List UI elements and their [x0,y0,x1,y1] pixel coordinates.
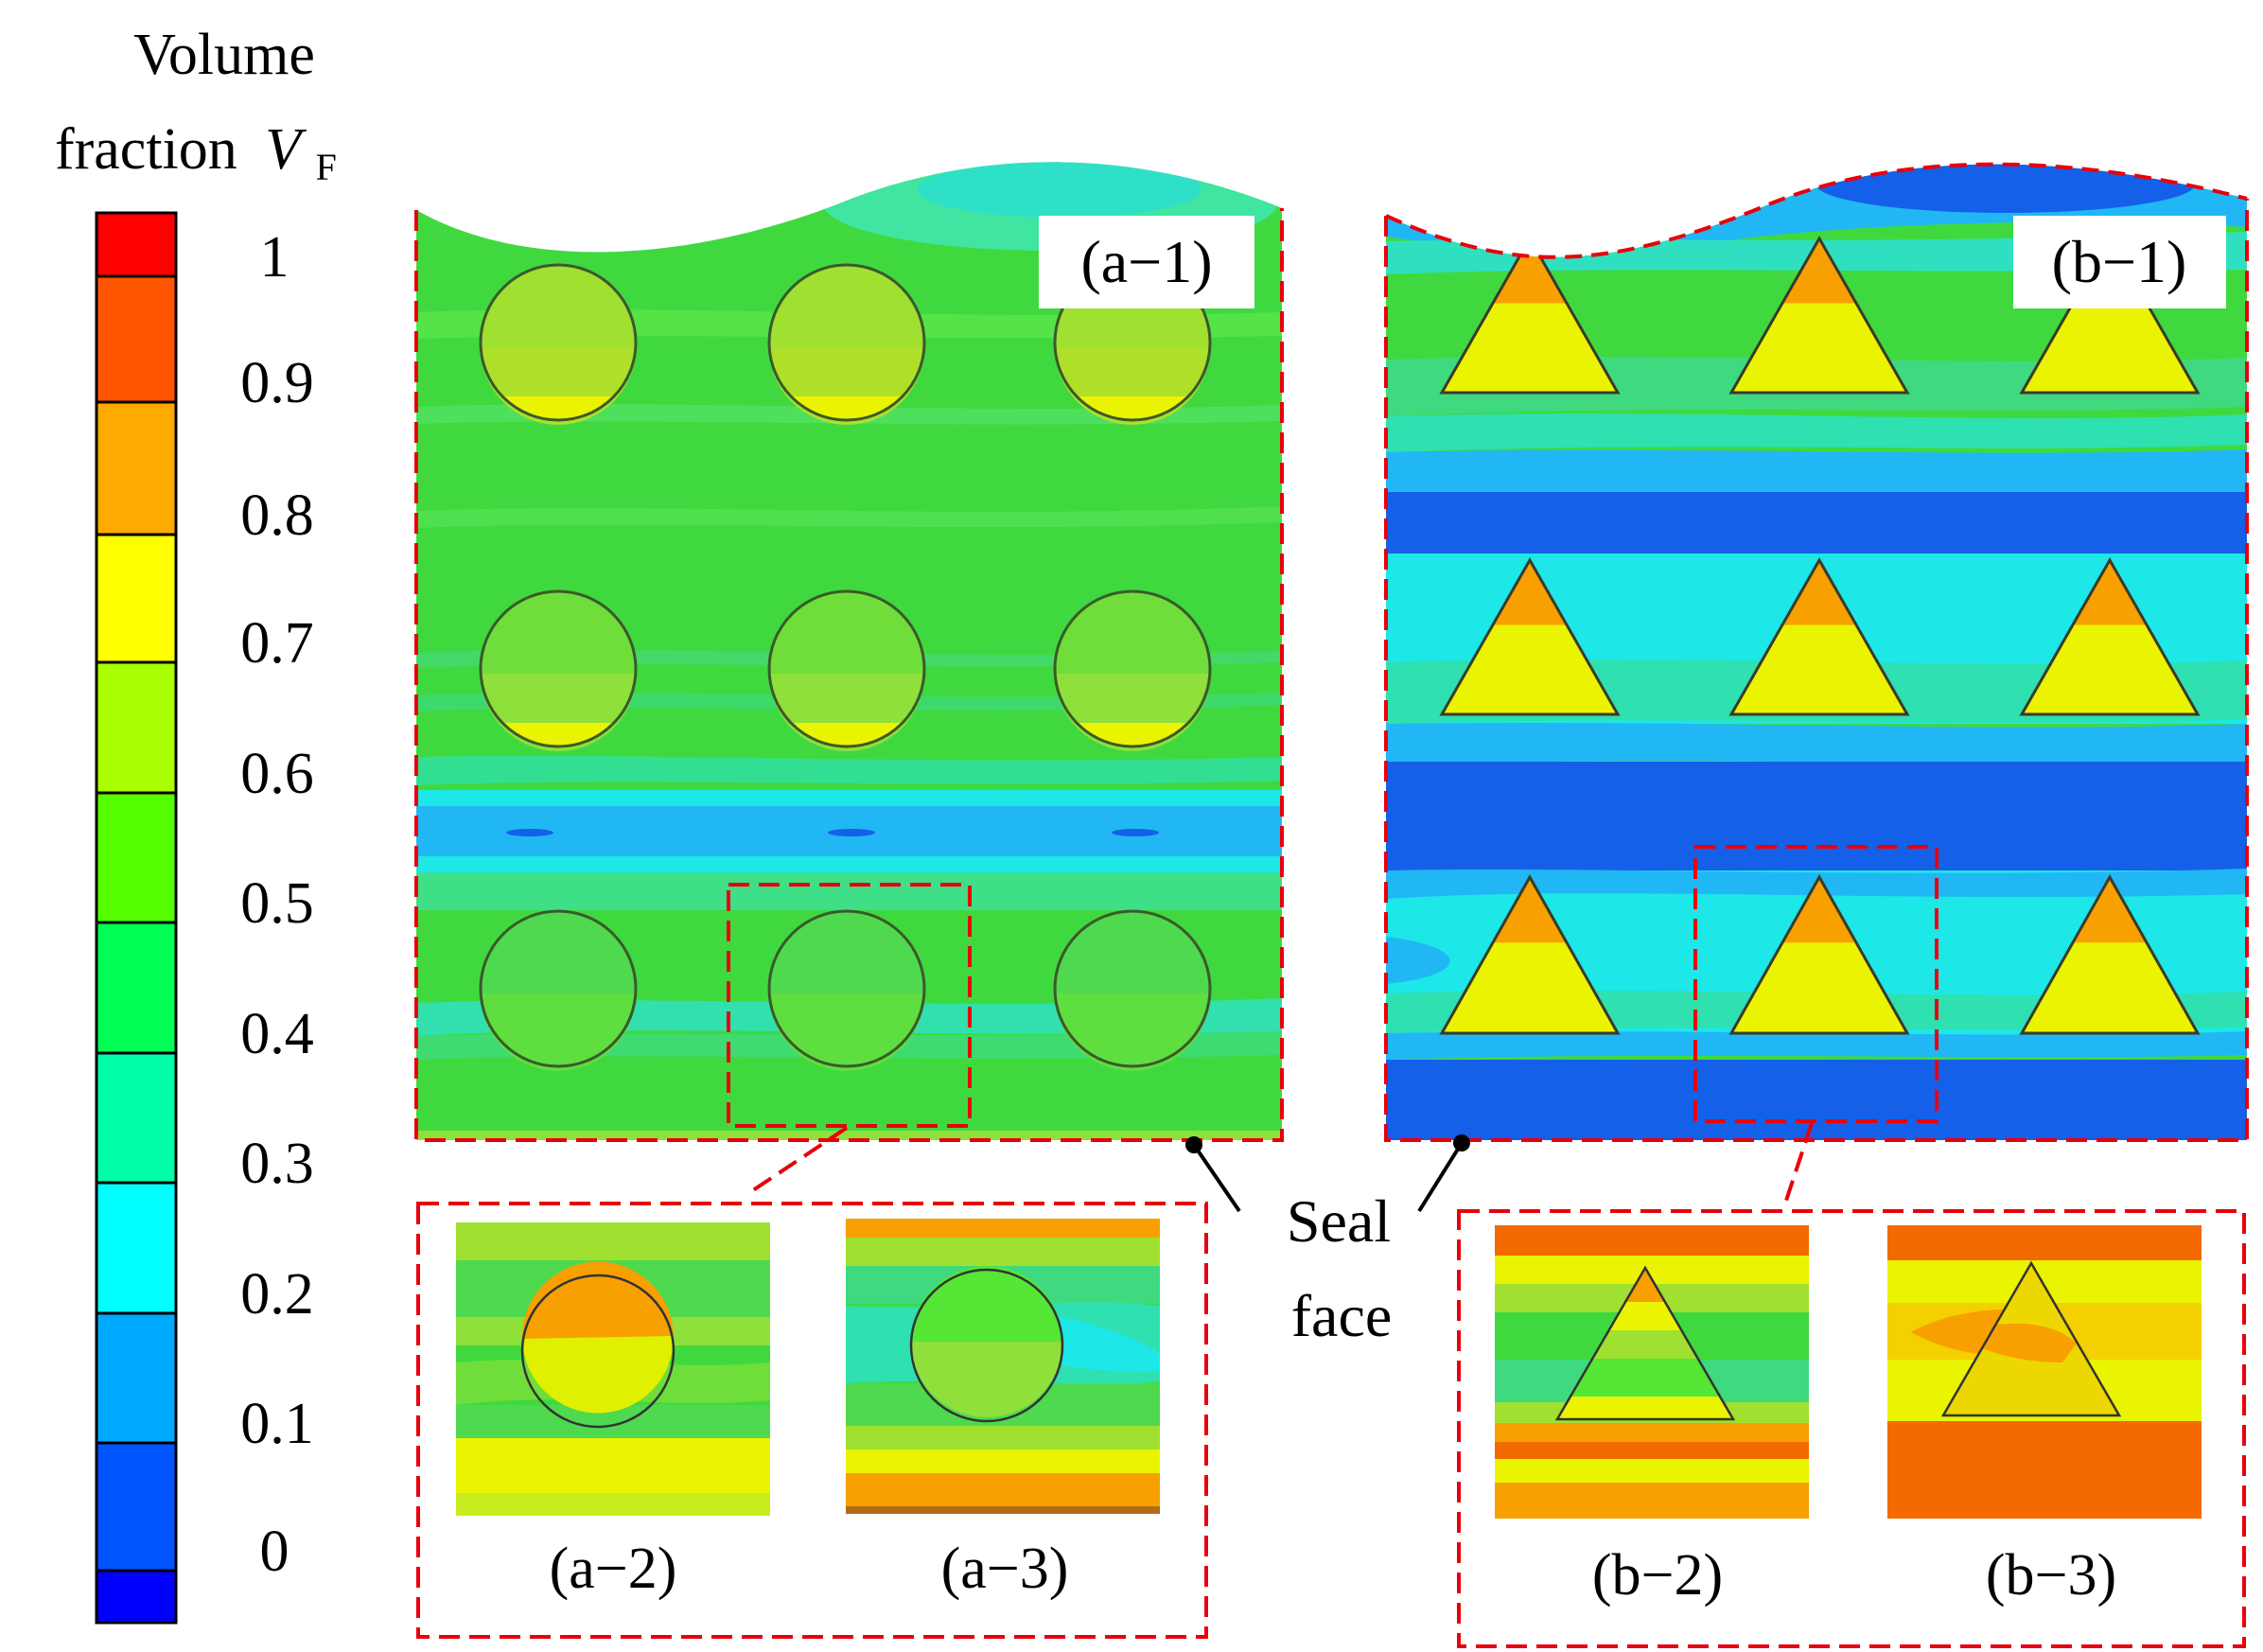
colorbar-segment [96,662,176,793]
triangular-texture [1439,235,1621,395]
colorbar-tick-label: 0 [260,1520,289,1584]
colorbar-segment [96,535,176,662]
inset-a-dashed-border [416,1202,1208,1639]
inset-b3-field [1887,1225,2202,1519]
legend-symbol-subscript: F [316,146,337,188]
colorbar-tick-label: 0.2 [240,1262,314,1327]
triangular-texture [1439,556,1621,716]
colorbar-tick-label: 0.6 [240,742,314,806]
panel-b1: (b−1) [1384,162,2249,1210]
inset-a3-circle-outline [909,1268,1064,1423]
triangular-texture [1439,873,1621,1035]
colorbar-segment [96,1313,176,1443]
panel-a1-label: (a−1) [1080,228,1212,295]
panel-a-zoom-connector [746,1126,849,1196]
triangular-texture [2019,873,2201,1035]
inset-a2-field [456,1222,770,1516]
seal-face-label-line2: face [1291,1282,1393,1349]
colorbar-tick-label: 0.4 [240,1002,314,1066]
colorbar-tick-labels: 1 0.9 0.8 0.7 0.6 0.5 0.4 0.3 0.2 0.1 0 [240,225,314,1584]
panel-a1-field [416,162,1282,1140]
colorbar-tick-label: 0.3 [240,1132,314,1196]
colorbar-segment [96,923,176,1053]
inset-b2-field [1495,1225,1809,1519]
colorbar-segment [96,1183,176,1313]
seal-face-leader-b [1417,1141,1464,1213]
panel-b1-zoom-box [1693,845,1938,1123]
inset-a3-circle-upper [911,1266,1062,1342]
panel-a1-dashed-border [414,208,1284,1142]
inset-a2-circle-upper [521,1261,674,1339]
panel-b-zoom-connector [1781,1122,1814,1210]
triangular-texture [2019,556,2201,716]
colorbar-tick-label: 0.1 [240,1392,314,1456]
panel-b1-dashed-border [1384,199,2249,1142]
inset-b: (b−2) (b−3) [1457,1209,2246,1648]
colorbar-legend: Volume fraction V F 1 0.9 0.8 0.7 0.6 0.5 0.4 0… [55,23,337,1625]
circular-texture [1053,909,1212,1071]
panel-a1: (a−1) [414,162,1284,1196]
colorbar [95,211,178,1625]
panel-b1-top-wave [1385,162,2248,259]
triangular-texture [1728,235,1910,395]
triangular-texture [1728,873,1910,1035]
inset-b3-label: (b−3) [1986,1543,2116,1608]
triangular-texture [1728,556,1910,716]
inset-a3-circle-lower [911,1342,1062,1417]
colorbar-segment [96,1571,176,1623]
colorbar-tick-label: 0.7 [240,611,314,676]
legend-title-line1: Volume [133,23,315,87]
seal-face-annotation: Seal face [1185,1134,1470,1349]
circular-texture [767,263,926,425]
legend-symbol: V [265,117,307,182]
colorbar-segment [96,402,176,535]
inset-a3-label: (a−3) [941,1537,1069,1601]
panel-b1-label-box [2013,216,2226,308]
panel-a1-circular-textures [479,263,1212,1071]
panel-a1-label-box [1039,216,1254,308]
inset-a2-circle-outline [520,1274,675,1429]
colorbar-segment [96,276,176,402]
colorbar-segment [96,793,176,923]
colorbar-segment [96,213,176,276]
legend-title-line2: fraction V F [55,117,337,188]
colorbar-tick-label: 0.8 [240,483,314,548]
panel-b1-label: (b−1) [2052,228,2187,295]
colorbar-tick-label: 0.5 [240,871,314,936]
colorbar-tick-label: 0.9 [240,351,314,415]
colorbar-tick-label: 1 [260,225,289,290]
inset-a3-field [846,1219,1160,1514]
seal-face-label-line1: Seal [1287,1187,1391,1255]
inset-a: (a−2) (a−3) [416,1202,1208,1639]
circular-texture [767,589,926,751]
colorbar-segment [96,1053,176,1183]
circular-texture [479,909,638,1071]
inset-b2-label: (b−2) [1592,1543,1723,1608]
circular-texture [1053,589,1212,751]
inset-a2-label: (a−2) [550,1537,677,1601]
inset-b-dashed-border [1457,1209,2246,1648]
circular-texture [767,909,926,1071]
circular-texture [479,263,638,425]
seal-face-leader-a [1192,1143,1241,1213]
colorbar-frame [95,211,178,1625]
circular-texture [479,589,638,751]
inset-a2-circle-lower [522,1336,675,1414]
legend-title-word: fraction [55,117,237,182]
colorbar-segment [96,1443,176,1571]
